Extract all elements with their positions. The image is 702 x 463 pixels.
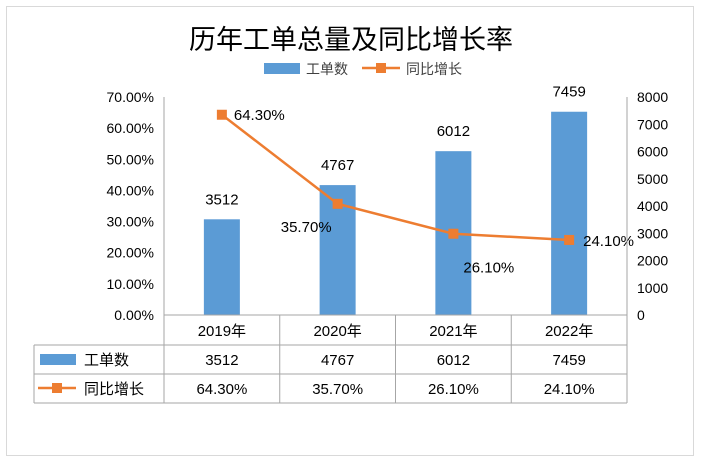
line-point xyxy=(216,109,227,120)
bar xyxy=(203,219,240,315)
y-right-tick-label: 1000 xyxy=(637,280,668,296)
bar xyxy=(551,111,588,315)
line-data-label: 24.10% xyxy=(583,233,634,250)
y-right-tick-label: 8000 xyxy=(637,89,668,105)
y-left-tick-label: 20.00% xyxy=(107,245,154,261)
line-data-label: 26.10% xyxy=(463,260,514,277)
x-category-label: 2022年 xyxy=(545,323,593,340)
table-cell: 26.10% xyxy=(428,381,479,398)
y-left-tick-label: 40.00% xyxy=(107,182,154,198)
line-point xyxy=(564,234,575,245)
table-cell: 4767 xyxy=(321,352,354,369)
line-point xyxy=(332,198,343,209)
legend-marker-line xyxy=(376,63,386,73)
bar-data-label: 7459 xyxy=(552,84,585,101)
table-cell: 3512 xyxy=(205,352,238,369)
table-legend-marker xyxy=(52,383,62,393)
y-left-tick-label: 10.00% xyxy=(107,276,154,292)
bar-data-label: 3512 xyxy=(205,191,238,208)
line-data-label: 35.70% xyxy=(281,219,332,236)
line-data-label: 64.30% xyxy=(234,107,285,124)
y-left-tick-label: 30.00% xyxy=(107,214,154,230)
table-row-label: 工单数 xyxy=(84,352,129,369)
plot-area: 0.00% 10.00% 20.00% 30.00% 40.00% 50.00% 60.00… xyxy=(107,84,669,323)
x-category-label: 2019年 xyxy=(198,323,246,340)
table-row-label: 同比增长 xyxy=(84,381,144,398)
y-left-tick-label: 50.00% xyxy=(107,151,154,167)
table-cell: 64.30% xyxy=(196,381,247,398)
x-category-label: 2021年 xyxy=(429,323,477,340)
y-right-tick-label: 4000 xyxy=(637,198,668,214)
chart-title: 历年工单总量及同比增长率 xyxy=(189,25,513,56)
table-cell: 6012 xyxy=(437,352,470,369)
y-left-tick-label: 60.00% xyxy=(107,120,154,136)
y-right-tick-label: 0 xyxy=(637,307,645,323)
y-right-tick-label: 6000 xyxy=(637,144,668,160)
y-right-tick-label: 2000 xyxy=(637,253,668,269)
legend-label-bar: 工单数 xyxy=(306,62,348,78)
bar-data-label: 4767 xyxy=(321,157,354,174)
line-point xyxy=(448,228,459,239)
table-legend-bar xyxy=(40,354,76,365)
y-left-tick-label: 70.00% xyxy=(107,89,154,105)
line-series-path xyxy=(221,113,570,242)
y-left-tick-label: 0.00% xyxy=(114,307,154,323)
table-cell: 7459 xyxy=(552,352,585,369)
y-right-tick-label: 3000 xyxy=(637,225,668,241)
bar-data-label: 6012 xyxy=(437,123,470,140)
y-right-tick-label: 7000 xyxy=(637,116,668,132)
legend-label-line: 同比增长 xyxy=(406,62,462,78)
table-cell: 24.10% xyxy=(544,381,595,398)
legend-swatch-bar xyxy=(264,63,300,74)
table-cell: 35.70% xyxy=(312,381,363,398)
y-right-tick-label: 5000 xyxy=(637,171,668,187)
x-category-label: 2020年 xyxy=(313,323,361,340)
